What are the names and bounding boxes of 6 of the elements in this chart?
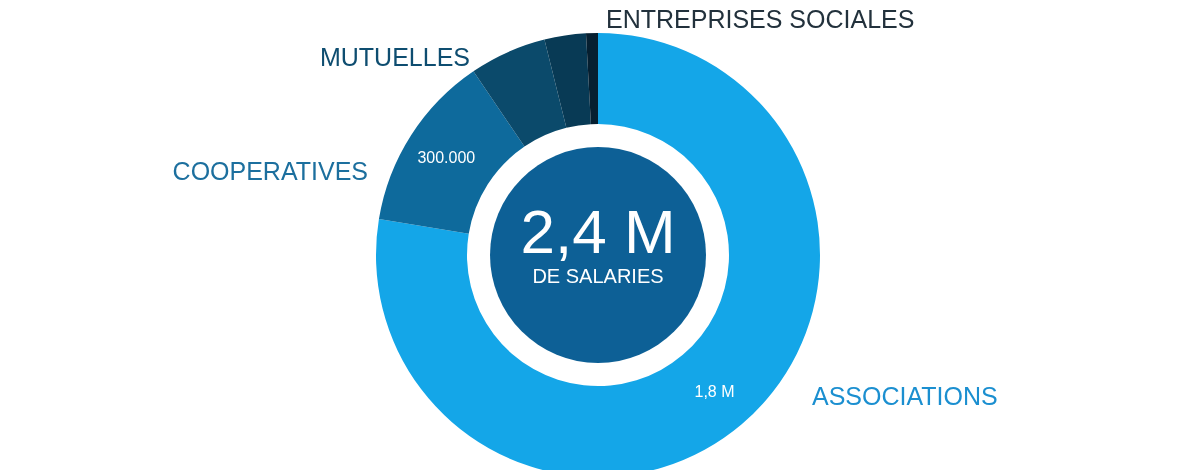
data-label: 1,8 M (694, 383, 735, 401)
slice-label: ASSOCIATIONS (812, 382, 998, 410)
slice-label: MUTUELLES (319, 43, 470, 71)
slice-label: COOPERATIVES (172, 157, 368, 185)
slice-label: ENTREPRISES SOCIALES (606, 5, 915, 33)
data-label: 300.000 (417, 149, 476, 167)
